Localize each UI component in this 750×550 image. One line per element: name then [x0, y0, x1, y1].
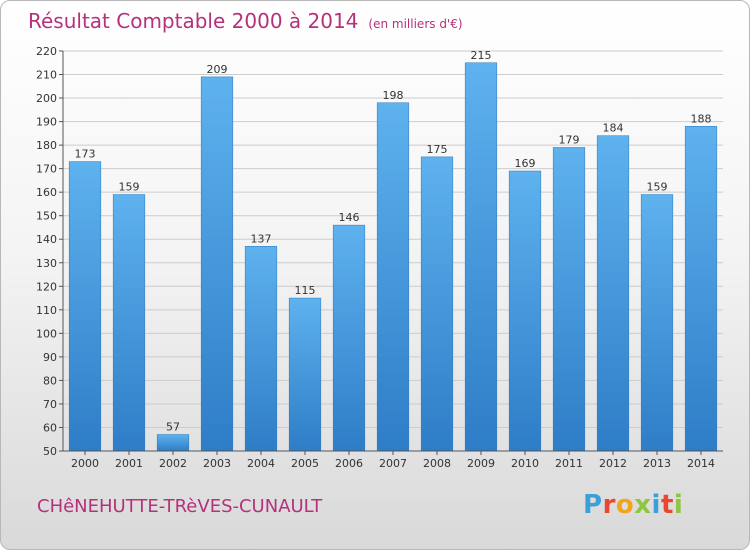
y-tick-label: 130 — [36, 257, 57, 270]
y-tick-label: 100 — [36, 327, 57, 340]
value-label: 159 — [647, 181, 668, 194]
x-tick-label: 2014 — [687, 457, 715, 470]
x-tick-label: 2013 — [643, 457, 671, 470]
x-tick-label: 2003 — [203, 457, 231, 470]
x-tick-label: 2006 — [335, 457, 363, 470]
y-tick-label: 110 — [36, 304, 57, 317]
value-label: 175 — [427, 143, 448, 156]
axes — [59, 50, 723, 455]
y-tick-label: 150 — [36, 210, 57, 223]
x-tick-label: 2005 — [291, 457, 319, 470]
y-tick-label: 120 — [36, 280, 57, 293]
value-label: 179 — [559, 133, 580, 146]
bar — [156, 434, 190, 452]
y-tick-label: 80 — [43, 374, 57, 387]
logo-letter: o — [615, 490, 635, 520]
bar — [552, 147, 586, 452]
x-tick-label: 2012 — [599, 457, 627, 470]
y-tick-label: 160 — [36, 186, 57, 199]
y-tick-label: 50 — [43, 445, 57, 458]
bar — [68, 161, 102, 452]
bar — [332, 224, 366, 452]
value-label: 169 — [515, 157, 536, 170]
value-label: 209 — [207, 63, 228, 76]
bar — [288, 297, 322, 452]
labels: 50 60 70 80 90 100 110 120 130 140 150 160 170 180 190… — [36, 45, 715, 470]
logo-letter: P — [583, 490, 603, 520]
x-tick-label: 2002 — [159, 457, 187, 470]
x-tick-label: 2008 — [423, 457, 451, 470]
logo-letter: t — [660, 490, 674, 520]
title-text: Résultat Comptable 2000 à 2014 — [28, 9, 359, 33]
logo-letter: i — [673, 490, 684, 520]
bar — [200, 76, 234, 452]
y-tick-label: 220 — [36, 45, 57, 58]
bar — [464, 62, 498, 452]
y-tick-label: 140 — [36, 233, 57, 246]
value-label: 115 — [295, 284, 316, 297]
x-tick-label: 2000 — [71, 457, 99, 470]
x-tick-label: 2011 — [555, 457, 583, 470]
value-label: 215 — [471, 49, 492, 62]
value-label: 198 — [383, 89, 404, 102]
value-label: 188 — [691, 112, 712, 125]
chart-title: Résultat Comptable 2000 à 2014 (en millie… — [28, 9, 463, 33]
value-label: 57 — [166, 421, 180, 434]
unit-note: (en milliers d'€) — [368, 17, 463, 31]
value-label: 173 — [75, 148, 96, 161]
x-tick-label: 2004 — [247, 457, 275, 470]
y-tick-label: 210 — [36, 69, 57, 82]
bar — [684, 126, 718, 452]
proxiti-logo: Proxiti — [583, 490, 683, 520]
logo-letter: r — [602, 490, 616, 520]
x-tick-label: 2007 — [379, 457, 407, 470]
bar — [244, 246, 278, 452]
y-tick-label: 190 — [36, 116, 57, 129]
logo-letter: x — [634, 490, 652, 520]
x-tick-label: 2001 — [115, 457, 143, 470]
bar — [420, 156, 454, 452]
value-label: 159 — [119, 181, 140, 194]
y-tick-label: 60 — [43, 421, 57, 434]
bar — [640, 194, 674, 452]
y-tick-label: 90 — [43, 351, 57, 364]
bar — [508, 170, 542, 452]
y-tick-label: 170 — [36, 163, 57, 176]
bar — [376, 102, 410, 452]
value-label: 184 — [603, 122, 624, 135]
commune-name: CHêNEHUTTE-TRèVES-CUNAULT — [37, 496, 323, 517]
bars — [68, 62, 718, 452]
logo-letter: i — [651, 490, 661, 520]
value-label: 146 — [339, 211, 360, 224]
bar — [112, 194, 146, 452]
y-tick-label: 180 — [36, 139, 57, 152]
y-tick-label: 70 — [43, 398, 57, 411]
x-tick-label: 2010 — [511, 457, 539, 470]
value-label: 137 — [251, 232, 272, 245]
bar — [596, 135, 630, 452]
x-tick-label: 2009 — [467, 457, 495, 470]
y-tick-label: 200 — [36, 92, 57, 105]
